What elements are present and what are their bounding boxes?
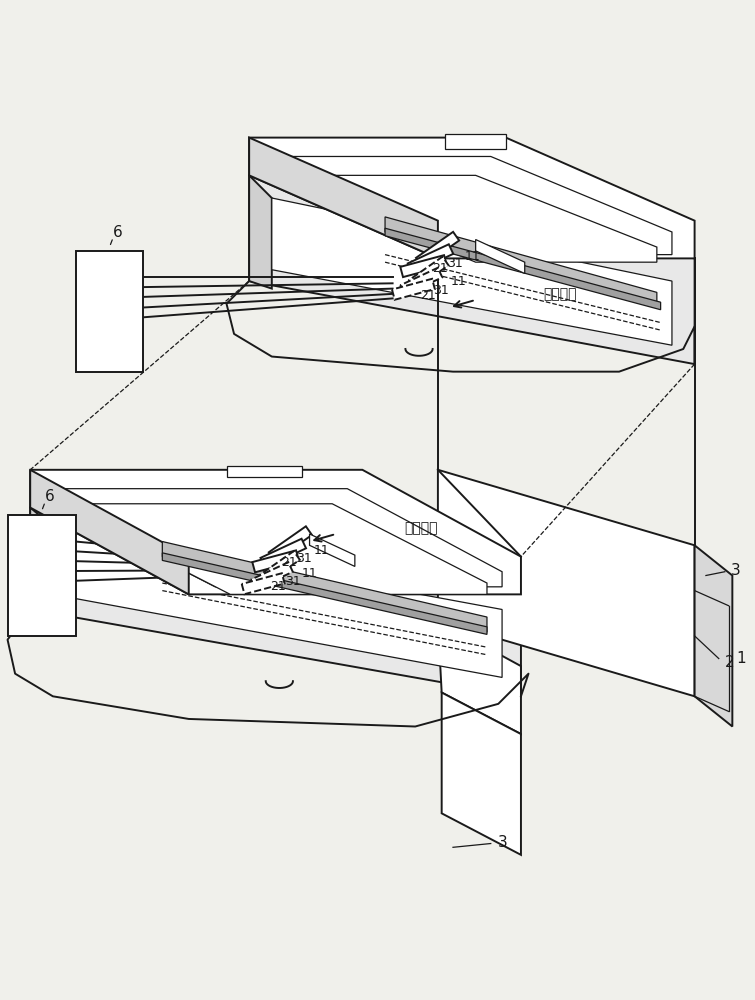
Polygon shape — [416, 232, 459, 267]
Polygon shape — [226, 466, 302, 477]
Text: 31: 31 — [296, 552, 312, 565]
Polygon shape — [249, 138, 438, 258]
Polygon shape — [249, 175, 272, 289]
Polygon shape — [294, 175, 657, 262]
Polygon shape — [385, 228, 661, 310]
Text: 6: 6 — [45, 489, 55, 504]
Polygon shape — [695, 545, 732, 726]
Polygon shape — [260, 551, 300, 584]
Bar — [76, 251, 143, 372]
Polygon shape — [252, 550, 299, 572]
Polygon shape — [442, 693, 521, 855]
Polygon shape — [162, 542, 487, 632]
Text: 11: 11 — [464, 250, 480, 263]
Bar — [8, 515, 76, 636]
Text: 11: 11 — [302, 567, 318, 580]
Polygon shape — [30, 470, 521, 594]
Text: 3: 3 — [731, 563, 741, 578]
Polygon shape — [53, 526, 502, 677]
Text: 31: 31 — [447, 257, 463, 270]
Text: 21: 21 — [433, 262, 448, 275]
Polygon shape — [438, 470, 695, 696]
Text: 31: 31 — [433, 284, 449, 297]
Text: 6: 6 — [113, 225, 123, 240]
Text: 焊接方向: 焊接方向 — [404, 522, 437, 536]
Polygon shape — [476, 240, 525, 273]
Polygon shape — [30, 508, 53, 617]
Polygon shape — [408, 257, 448, 289]
Polygon shape — [30, 508, 521, 696]
Polygon shape — [400, 255, 447, 277]
Polygon shape — [76, 504, 487, 594]
Polygon shape — [445, 134, 506, 149]
Polygon shape — [249, 175, 695, 364]
Polygon shape — [260, 539, 306, 567]
Text: 21: 21 — [282, 556, 297, 569]
Text: 1: 1 — [736, 651, 746, 666]
Text: 21: 21 — [420, 289, 436, 302]
Text: 31: 31 — [285, 575, 300, 588]
Text: 11: 11 — [313, 544, 329, 557]
Polygon shape — [438, 621, 521, 734]
Polygon shape — [162, 553, 487, 634]
Text: 3: 3 — [498, 835, 508, 850]
Polygon shape — [272, 156, 672, 255]
Polygon shape — [400, 268, 442, 295]
Polygon shape — [310, 534, 355, 566]
Polygon shape — [392, 279, 435, 300]
Polygon shape — [30, 470, 189, 594]
Polygon shape — [408, 244, 453, 273]
Polygon shape — [251, 562, 293, 589]
Polygon shape — [272, 198, 672, 345]
Polygon shape — [269, 526, 312, 561]
Text: 21: 21 — [270, 580, 286, 593]
Polygon shape — [53, 489, 502, 587]
Text: 2: 2 — [725, 655, 735, 670]
Polygon shape — [242, 573, 285, 594]
Polygon shape — [385, 217, 657, 307]
Polygon shape — [249, 138, 695, 258]
Text: 11: 11 — [451, 275, 467, 288]
Text: 焊接方向: 焊接方向 — [544, 288, 577, 302]
